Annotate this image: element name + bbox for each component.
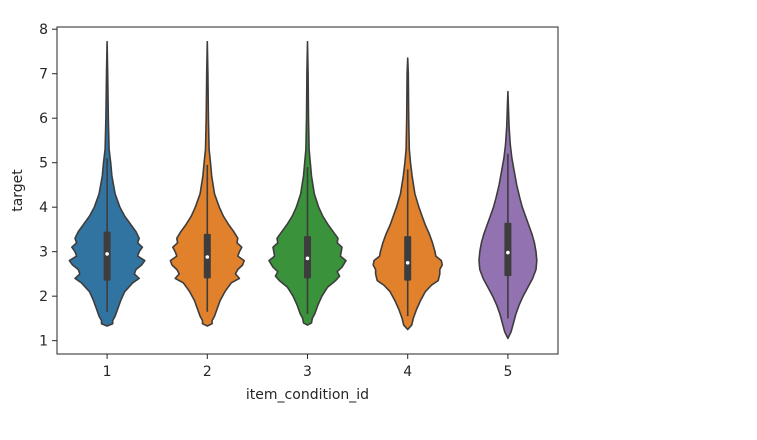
- violin-1: [68, 40, 146, 327]
- violin-2: [169, 40, 245, 327]
- x-tick-label-1: 1: [103, 364, 112, 380]
- violin-box-4: [404, 236, 412, 281]
- violin-median-2: [205, 255, 210, 259]
- y-axis-label: target: [10, 169, 26, 212]
- x-tick-label-4: 4: [403, 364, 412, 380]
- y-tick-label-4: 4: [39, 200, 48, 216]
- violin-4: [372, 57, 443, 331]
- violins-group: [68, 40, 538, 340]
- x-tick-label-5: 5: [503, 364, 512, 380]
- y-tick-label-2: 2: [39, 289, 48, 305]
- x-axis-label: item_condition_id: [246, 387, 369, 403]
- violin-5: [478, 90, 538, 340]
- violin-median-1: [105, 252, 109, 256]
- x-axis-ticks: 1 2 3 4 5: [103, 354, 512, 380]
- y-tick-label-6: 6: [39, 111, 48, 127]
- violin-median-5: [506, 250, 510, 255]
- y-tick-label-3: 3: [39, 245, 48, 261]
- y-axis-ticks: 1 2 3 4 5 6 7 8: [39, 22, 57, 350]
- y-tick-label-7: 7: [39, 67, 48, 83]
- x-tick-label-3: 3: [303, 364, 312, 380]
- plot-frame: [56, 26, 559, 355]
- violin-box-5: [504, 222, 512, 277]
- violin-median-4: [405, 260, 410, 265]
- x-tick-label-2: 2: [203, 364, 212, 380]
- y-tick-label-8: 8: [39, 22, 48, 38]
- violin-box-1: [103, 231, 111, 281]
- violin-median-3: [305, 256, 310, 261]
- violin-3: [268, 40, 347, 326]
- y-tick-label-5: 5: [39, 156, 48, 172]
- y-tick-label-1: 1: [39, 334, 48, 350]
